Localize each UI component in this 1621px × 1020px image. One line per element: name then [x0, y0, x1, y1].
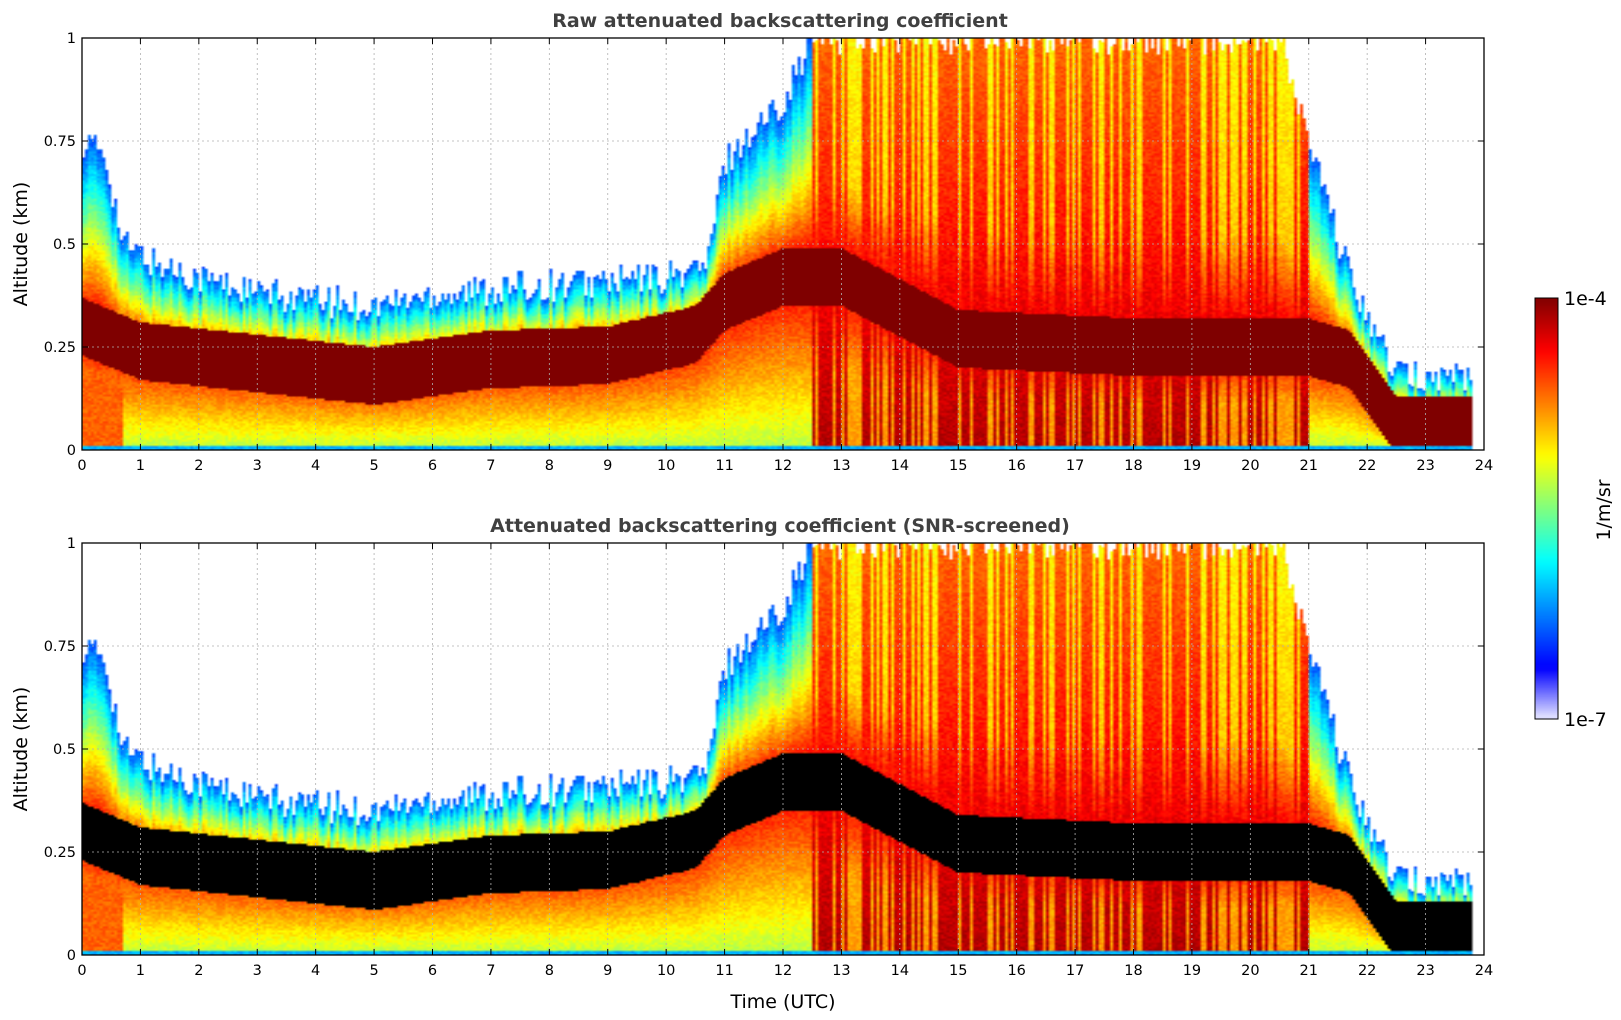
x-tick-label: 19 [1183, 963, 1201, 979]
x-tick-label: 3 [253, 458, 262, 474]
colorbar-gradient [1535, 298, 1558, 719]
x-tick-label: 0 [77, 458, 86, 474]
x-tick-label: 11 [715, 963, 733, 979]
x-tick-label: 7 [486, 458, 495, 474]
xlabel: Time (UTC) [729, 991, 835, 1013]
x-tick-label: 21 [1300, 458, 1318, 474]
x-tick-label: 12 [774, 458, 792, 474]
colorbar-label: 1/m/sr [1593, 479, 1615, 540]
x-tick-label: 12 [774, 963, 792, 979]
raw-ylabel: Altitude (km) [10, 182, 32, 307]
x-tick-label: 6 [428, 458, 437, 474]
x-tick-label: 5 [369, 458, 378, 474]
x-tick-label: 2 [194, 963, 203, 979]
colorbar-max-label: 1e-4 [1564, 288, 1607, 310]
x-tick-label: 21 [1300, 963, 1318, 979]
x-tick-label: 13 [832, 458, 850, 474]
x-tick-label: 0 [77, 963, 86, 979]
y-tick-label: 0 [67, 443, 76, 459]
x-tick-label: 16 [1007, 963, 1025, 979]
screened-panel: Attenuated backscattering coefficient (S… [10, 515, 1493, 1013]
x-tick-label: 8 [545, 458, 554, 474]
x-tick-label: 6 [428, 963, 437, 979]
colorbar-frame [1534, 297, 1559, 720]
x-tick-label: 24 [1475, 963, 1493, 979]
y-tick-label: 0 [67, 948, 76, 964]
x-tick-label: 22 [1358, 458, 1376, 474]
x-tick-label: 16 [1007, 458, 1025, 474]
x-tick-label: 11 [715, 458, 733, 474]
y-tick-label: 0.5 [53, 742, 76, 758]
x-tick-label: 3 [253, 963, 262, 979]
screened-gridlines [82, 543, 1484, 955]
y-tick-label: 0.25 [44, 340, 76, 356]
screened-panel-title: Attenuated backscattering coefficient (S… [490, 515, 1070, 537]
raw-panel-title: Raw attenuated backscattering coefficien… [552, 10, 1008, 32]
x-tick-label: 4 [311, 963, 320, 979]
colorbar-min-label: 1e-7 [1564, 709, 1607, 731]
x-tick-label: 14 [891, 458, 909, 474]
x-tick-label: 24 [1475, 458, 1493, 474]
x-tick-label: 17 [1066, 963, 1084, 979]
y-tick-label: 0.25 [44, 845, 76, 861]
screened-ylabel: Altitude (km) [10, 687, 32, 812]
x-tick-label: 13 [832, 963, 850, 979]
raw-gridlines [82, 38, 1484, 450]
y-tick-label: 1 [67, 536, 76, 552]
x-tick-label: 15 [949, 458, 967, 474]
x-tick-label: 23 [1416, 458, 1434, 474]
x-tick-label: 19 [1183, 458, 1201, 474]
raw-panel: Raw attenuated backscattering coefficien… [10, 10, 1493, 474]
x-tick-label: 23 [1416, 963, 1434, 979]
y-tick-label: 0.75 [44, 639, 76, 655]
x-tick-label: 20 [1241, 458, 1259, 474]
x-tick-label: 10 [657, 458, 675, 474]
x-tick-label: 1 [136, 963, 145, 979]
x-tick-label: 4 [311, 458, 320, 474]
x-tick-label: 17 [1066, 458, 1084, 474]
screened-ticks: 0 1 2 3 4 5 6 7 8 9 10 11 12 13 14 15 16 17 18 19 20 21 22 23 24… [44, 536, 1494, 979]
x-tick-label: 2 [194, 458, 203, 474]
x-tick-label: 5 [369, 963, 378, 979]
x-tick-label: 20 [1241, 963, 1259, 979]
x-tick-label: 1 [136, 458, 145, 474]
x-tick-label: 14 [891, 963, 909, 979]
y-tick-label: 0.5 [53, 237, 76, 253]
x-tick-label: 15 [949, 963, 967, 979]
x-tick-label: 18 [1124, 963, 1142, 979]
x-tick-label: 10 [657, 963, 675, 979]
x-tick-label: 9 [603, 963, 612, 979]
colorbar: 1e-4 1e-7 1/m/sr [1534, 288, 1615, 731]
y-tick-label: 1 [67, 31, 76, 47]
x-tick-label: 7 [486, 963, 495, 979]
x-tick-label: 9 [603, 458, 612, 474]
raw-ticks: 0 1 2 3 4 5 6 7 8 9 10 11 12 13 14 15 16 17 18 19 20 21 22 23 24… [44, 31, 1494, 474]
x-tick-label: 18 [1124, 458, 1142, 474]
y-tick-label: 0.75 [44, 134, 76, 150]
x-tick-label: 22 [1358, 963, 1376, 979]
x-tick-label: 8 [545, 963, 554, 979]
